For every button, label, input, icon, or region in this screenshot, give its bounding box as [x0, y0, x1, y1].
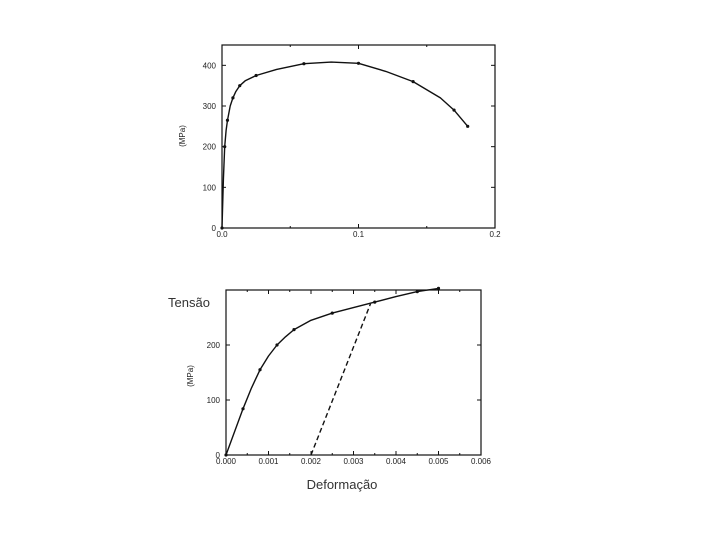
data-point	[241, 407, 245, 411]
data-point	[373, 300, 377, 304]
x-tick-label: 0.000	[216, 457, 237, 466]
data-point	[415, 290, 419, 294]
data-point	[466, 124, 470, 128]
x-tick-label: 0.2	[489, 230, 501, 239]
x-tick-label: 0.005	[428, 457, 449, 466]
data-point	[411, 80, 415, 84]
y-tick-label: 200	[203, 143, 217, 152]
y-tick-label: 100	[203, 183, 217, 192]
x-tick-label: 0.006	[471, 457, 492, 466]
data-point	[231, 96, 235, 100]
stress-strain-chart-elastic: Tensão (MPa) Deformação 0.000 0.001 0.002 0…	[168, 286, 492, 492]
data-point	[292, 328, 296, 332]
data-point	[356, 61, 361, 65]
data-point	[224, 453, 228, 457]
data-point	[220, 226, 224, 230]
x-tick-label: 0.002	[301, 457, 322, 466]
chart-title: Tensão	[168, 295, 210, 310]
y-axis-label: (MPa)	[178, 125, 187, 147]
x-tick-label: 0.003	[343, 457, 364, 466]
y-tick-label: 0	[216, 451, 221, 460]
series-line	[225, 287, 439, 456]
series-line	[221, 61, 469, 229]
x-tick-label: 0.004	[386, 457, 407, 466]
plot-frame	[225, 289, 482, 456]
data-point	[275, 343, 279, 347]
y-tick-label: 0	[212, 224, 217, 233]
data-point	[258, 368, 262, 372]
data-point	[436, 286, 441, 290]
stress-strain-chart-full: (MPa) 0.0 0.1 0.2 0 100 200 300 400	[178, 44, 501, 239]
x-tick-label: 0.0	[216, 230, 228, 239]
data-point	[254, 73, 258, 78]
data-point	[238, 84, 242, 88]
y-tick-label: 100	[207, 396, 221, 405]
data-point	[452, 108, 456, 112]
offset-line	[310, 303, 372, 456]
y-axis-label: (MPa)	[186, 365, 195, 387]
data-point	[330, 311, 334, 315]
plot-frame	[221, 44, 496, 229]
data-point	[302, 62, 306, 66]
y-tick-label: 300	[203, 102, 217, 111]
data-point	[223, 145, 227, 149]
data-point	[225, 118, 230, 122]
x-tick-label: 0.1	[353, 230, 365, 239]
x-tick-label: 0.001	[258, 457, 279, 466]
y-tick-label: 200	[207, 341, 221, 350]
x-axis-label: Deformação	[307, 477, 378, 492]
y-tick-label: 400	[203, 61, 217, 70]
